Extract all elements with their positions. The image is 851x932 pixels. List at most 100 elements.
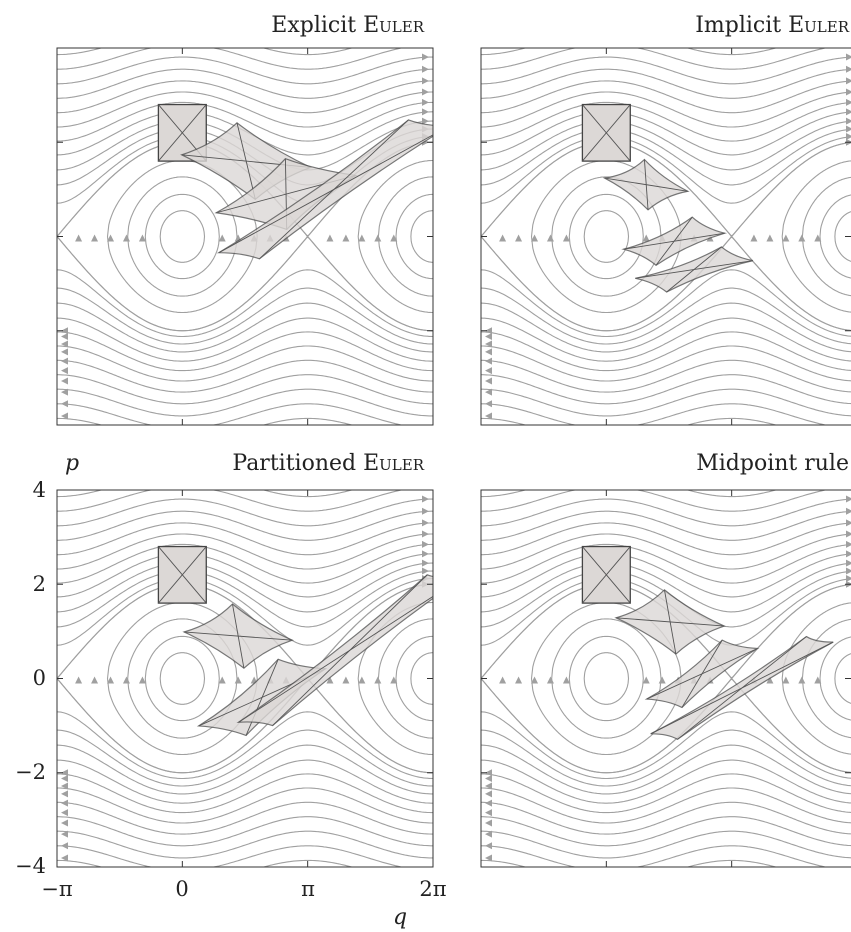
closed-orbit: [801, 618, 851, 739]
flow-arrow: [485, 854, 492, 862]
xtick-label-neg-pi: −π: [41, 877, 73, 901]
rotating-orbit: [481, 141, 851, 237]
flow-arrow: [485, 774, 492, 782]
panel-explicit-euler: [57, 48, 433, 425]
flow-arrow: [342, 234, 350, 242]
flow-arrow: [485, 809, 492, 817]
flow-arrow: [515, 234, 523, 242]
rotating-orbit: [57, 510, 433, 541]
flow-arrow: [422, 550, 429, 558]
flow-arrow: [61, 348, 68, 356]
flow-arrow: [61, 388, 68, 396]
flow-arrow: [485, 830, 492, 838]
flow-arrow: [374, 234, 382, 242]
rotating-orbit: [57, 759, 433, 804]
flow-arrow: [61, 782, 68, 790]
rotating-orbit: [57, 729, 433, 787]
rotating-orbit: [57, 417, 354, 425]
flow-arrow: [374, 676, 382, 684]
flow-arrow: [499, 234, 507, 242]
flow-arrow: [485, 340, 492, 348]
flow-arrow: [798, 676, 806, 684]
rotating-orbit: [481, 359, 851, 393]
flow-arrow: [326, 234, 334, 242]
flow-arrow: [61, 367, 68, 375]
flow-arrow: [562, 676, 570, 684]
flow-arrow: [107, 234, 115, 242]
flow-arrow: [485, 377, 492, 385]
flow-arrow: [846, 125, 851, 133]
flow-arrow: [91, 676, 99, 684]
flow-arrow: [485, 357, 492, 365]
rotating-orbit: [481, 490, 778, 498]
flow-arrow: [782, 676, 790, 684]
rotating-orbit: [57, 287, 433, 345]
flow-arrow: [499, 676, 507, 684]
flow-arrow: [91, 234, 99, 242]
rotating-orbit: [57, 522, 433, 556]
closed-orbit: [781, 160, 851, 313]
rotating-orbit: [481, 269, 851, 338]
flow-arrow: [642, 234, 650, 242]
flow-arrow: [846, 53, 851, 61]
flow-arrow: [846, 540, 851, 548]
flow-arrow: [61, 412, 68, 420]
rotating-orbit: [57, 302, 433, 353]
flow-arrow: [846, 77, 851, 85]
ytick-label-neg4: −4: [15, 854, 46, 878]
flow-arrow: [107, 676, 115, 684]
rotating-orbit: [481, 522, 851, 556]
closed-orbit: [377, 176, 433, 297]
rotating-orbit: [57, 490, 405, 512]
panel-partitioned-euler: [57, 490, 433, 867]
rotating-orbit: [481, 553, 851, 598]
flow-arrow: [546, 676, 554, 684]
flow-arrow: [390, 676, 398, 684]
flow-arrow: [422, 567, 429, 575]
closed-orbit: [127, 618, 238, 739]
axis-ticks: [56, 47, 851, 868]
flow-arrow: [422, 53, 429, 61]
flow-arrow: [485, 438, 492, 445]
evolved-set-diagonal: [677, 636, 807, 740]
closed-orbit: [583, 210, 630, 263]
flow-arrow: [750, 234, 758, 242]
rotating-orbit: [57, 498, 433, 527]
rotating-orbit: [481, 678, 851, 774]
ytick-label-2: 2: [33, 572, 46, 596]
rotating-orbit: [481, 845, 829, 867]
closed-orbit: [551, 618, 662, 739]
rotating-orbit: [57, 56, 433, 85]
rotating-orbit: [57, 678, 433, 774]
rotating-orbit: [57, 744, 433, 795]
flow-arrow: [61, 830, 68, 838]
closed-orbit: [395, 635, 433, 722]
flow-arrow: [61, 790, 68, 798]
xtick-label-pi: π: [301, 877, 315, 901]
flow-arrow: [485, 332, 492, 340]
closed-orbit: [144, 193, 220, 280]
panel-title-midpoint-rule: Midpoint rule: [696, 451, 849, 476]
rotating-orbit: [57, 101, 433, 142]
flow-arrow: [846, 495, 851, 503]
flow-arrow: [485, 880, 492, 887]
flow-arrow: [846, 41, 851, 48]
closed-orbit: [834, 653, 851, 704]
evolved-set-diagonal: [681, 639, 723, 708]
rotating-orbit: [481, 111, 851, 156]
rotating-orbit: [481, 128, 851, 186]
rotating-orbit: [481, 56, 851, 85]
flow-arrow: [358, 234, 366, 242]
rotating-orbit: [57, 533, 433, 570]
rotating-orbit: [481, 374, 851, 405]
closed-orbit: [357, 159, 433, 314]
flow-arrow: [326, 676, 334, 684]
rotating-orbit: [57, 374, 433, 405]
flow-arrow: [422, 77, 429, 85]
rotating-orbit: [57, 859, 354, 867]
flow-arrow: [422, 117, 429, 125]
panel-title-implicit-euler: Implicit Euler: [695, 13, 850, 38]
rotating-orbit: [57, 68, 433, 99]
frame-partitioned-euler: [56, 489, 434, 868]
flow-arrow: [61, 774, 68, 782]
